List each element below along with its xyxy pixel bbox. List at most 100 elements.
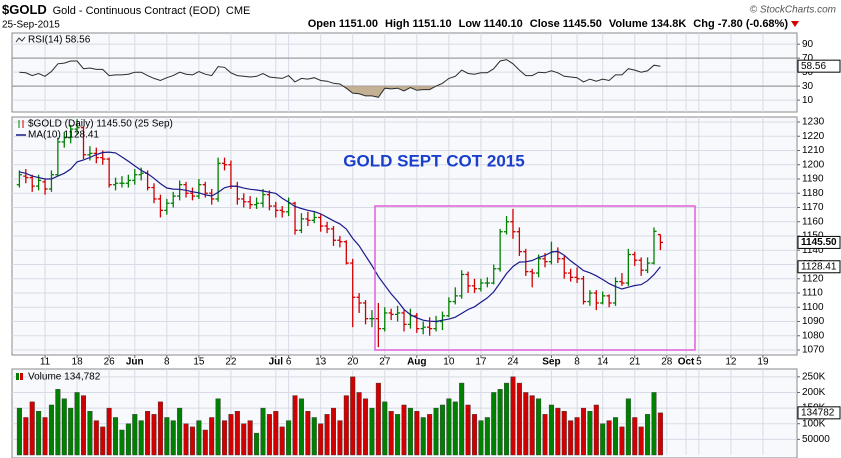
volume-bar <box>401 404 407 456</box>
value-box-label: 58.56 <box>801 61 826 72</box>
x-tick-label: Aug <box>407 357 426 368</box>
volume-bar <box>510 376 516 456</box>
volume-bar <box>452 401 458 456</box>
quote-value: 134.8K <box>651 18 687 30</box>
volume-bar <box>491 392 497 456</box>
volume-bar <box>74 392 80 456</box>
y-tick-label: 1220 <box>802 131 825 142</box>
moving-average <box>19 151 661 323</box>
y-tick-label: 30 <box>802 81 814 92</box>
legend-icon <box>16 373 19 380</box>
date: 25-Sep-2015 <box>2 20 60 31</box>
volume-bar <box>542 414 548 456</box>
y-tick-label: 250K <box>802 371 826 382</box>
volume-bar <box>279 426 285 456</box>
volume-bar <box>234 411 240 456</box>
volume-bar <box>48 404 54 456</box>
chart-header: $GOLD Gold - Continuous Contract (EOD) C… <box>2 2 250 17</box>
volume-bar <box>580 407 586 456</box>
volume-bar <box>247 420 253 456</box>
price-legend: $GOLD (Daily) 1145.50 (25 Sep) MA(10) 11… <box>16 119 173 141</box>
x-tick-label: 12 <box>725 357 737 368</box>
volume-bar <box>606 420 612 456</box>
quote-value: 1145.50 <box>563 18 602 30</box>
y-tick-label: 10 <box>802 95 814 106</box>
volume-bar <box>548 404 554 456</box>
volume-bar <box>298 398 304 456</box>
x-tick-label: 20 <box>347 357 359 368</box>
x-tick-label: 18 <box>72 357 84 368</box>
x-tick-label: Sep <box>542 357 560 368</box>
volume-bar <box>472 414 478 456</box>
value-box-label: 1128.41 <box>801 261 837 272</box>
legend-text: MA(10) 1128.41 <box>28 130 99 141</box>
grid: 1070108010901100111011201130114011501160… <box>12 33 830 455</box>
volume-bar <box>330 407 336 456</box>
quote-label: Low <box>459 18 481 30</box>
volume-bar <box>42 417 48 456</box>
volume-bar <box>157 401 163 456</box>
volume-bar <box>375 382 381 456</box>
y-tick-label: 1070 <box>802 345 825 356</box>
volume-bar <box>138 420 144 456</box>
volume-bar <box>446 398 452 456</box>
credit: © StockCharts.com <box>750 5 836 16</box>
y-tick-label: 1080 <box>802 330 825 341</box>
volume-bar <box>55 389 61 456</box>
legend-icon <box>15 36 26 43</box>
volume-bar <box>555 407 561 456</box>
volume-bar <box>433 407 439 456</box>
quote-value: 1151.10 <box>412 18 451 30</box>
volume-bar <box>395 414 401 456</box>
volume-bar <box>484 417 490 456</box>
volume-bar <box>29 401 35 456</box>
volume-bar <box>266 414 272 456</box>
x-tick-label: 17 <box>475 357 487 368</box>
volume-bar <box>459 382 465 456</box>
symbol: $GOLD <box>2 2 47 17</box>
volume-bar <box>106 407 112 456</box>
volume-bar <box>61 398 67 456</box>
volume-bar <box>369 407 375 456</box>
volume-bar <box>407 407 413 456</box>
y-tick-label: 100K <box>802 418 826 429</box>
volume-bar <box>286 420 292 456</box>
x-tick-label: 11 <box>40 357 51 368</box>
volume-bar <box>80 395 86 456</box>
volume-bar <box>536 398 542 456</box>
annotation: GOLD SEPT COT 2015 <box>343 151 524 170</box>
volume-bar <box>645 414 651 456</box>
x-tick-label: 5 <box>696 357 702 368</box>
value-box-label: 134782 <box>801 407 835 418</box>
chart-title: Gold - Continuous Contract (EOD) <box>53 5 221 17</box>
volume-bar <box>523 392 529 456</box>
y-tick-label: 1160 <box>802 216 824 227</box>
quote-label: Open <box>308 18 336 30</box>
volume-bar <box>100 426 106 456</box>
volume-bar <box>68 407 74 456</box>
volume-bar <box>273 411 279 456</box>
volume-bar <box>254 432 260 456</box>
volume-bar <box>183 423 189 456</box>
y-tick-label: 1190 <box>802 174 824 185</box>
legend-text: $GOLD (Daily) 1145.50 (25 Sep) <box>28 119 173 130</box>
x-tick-label: 19 <box>757 357 769 368</box>
volume-bar <box>414 411 420 456</box>
volume-bar <box>356 392 362 456</box>
y-tick-label: 1170 <box>802 202 824 213</box>
quote-value: 1140.10 <box>484 18 523 30</box>
change-arrow <box>791 21 799 27</box>
x-tick-label: 24 <box>507 357 519 368</box>
y-tick-label: 1210 <box>802 145 825 156</box>
x-tick-label: 6 <box>286 357 292 368</box>
volume-bar <box>382 401 388 456</box>
volume-bar <box>587 411 593 456</box>
x-tick-label: 14 <box>597 357 609 368</box>
volume-bar <box>337 420 343 456</box>
volume-bar <box>16 407 22 456</box>
y-tick-label: 1200 <box>802 159 825 170</box>
volume-bar <box>311 417 317 456</box>
quote: Open 1151.00 High 1151.10 Low 1140.10 Close 114… <box>308 18 789 30</box>
volume-bar <box>215 398 221 456</box>
